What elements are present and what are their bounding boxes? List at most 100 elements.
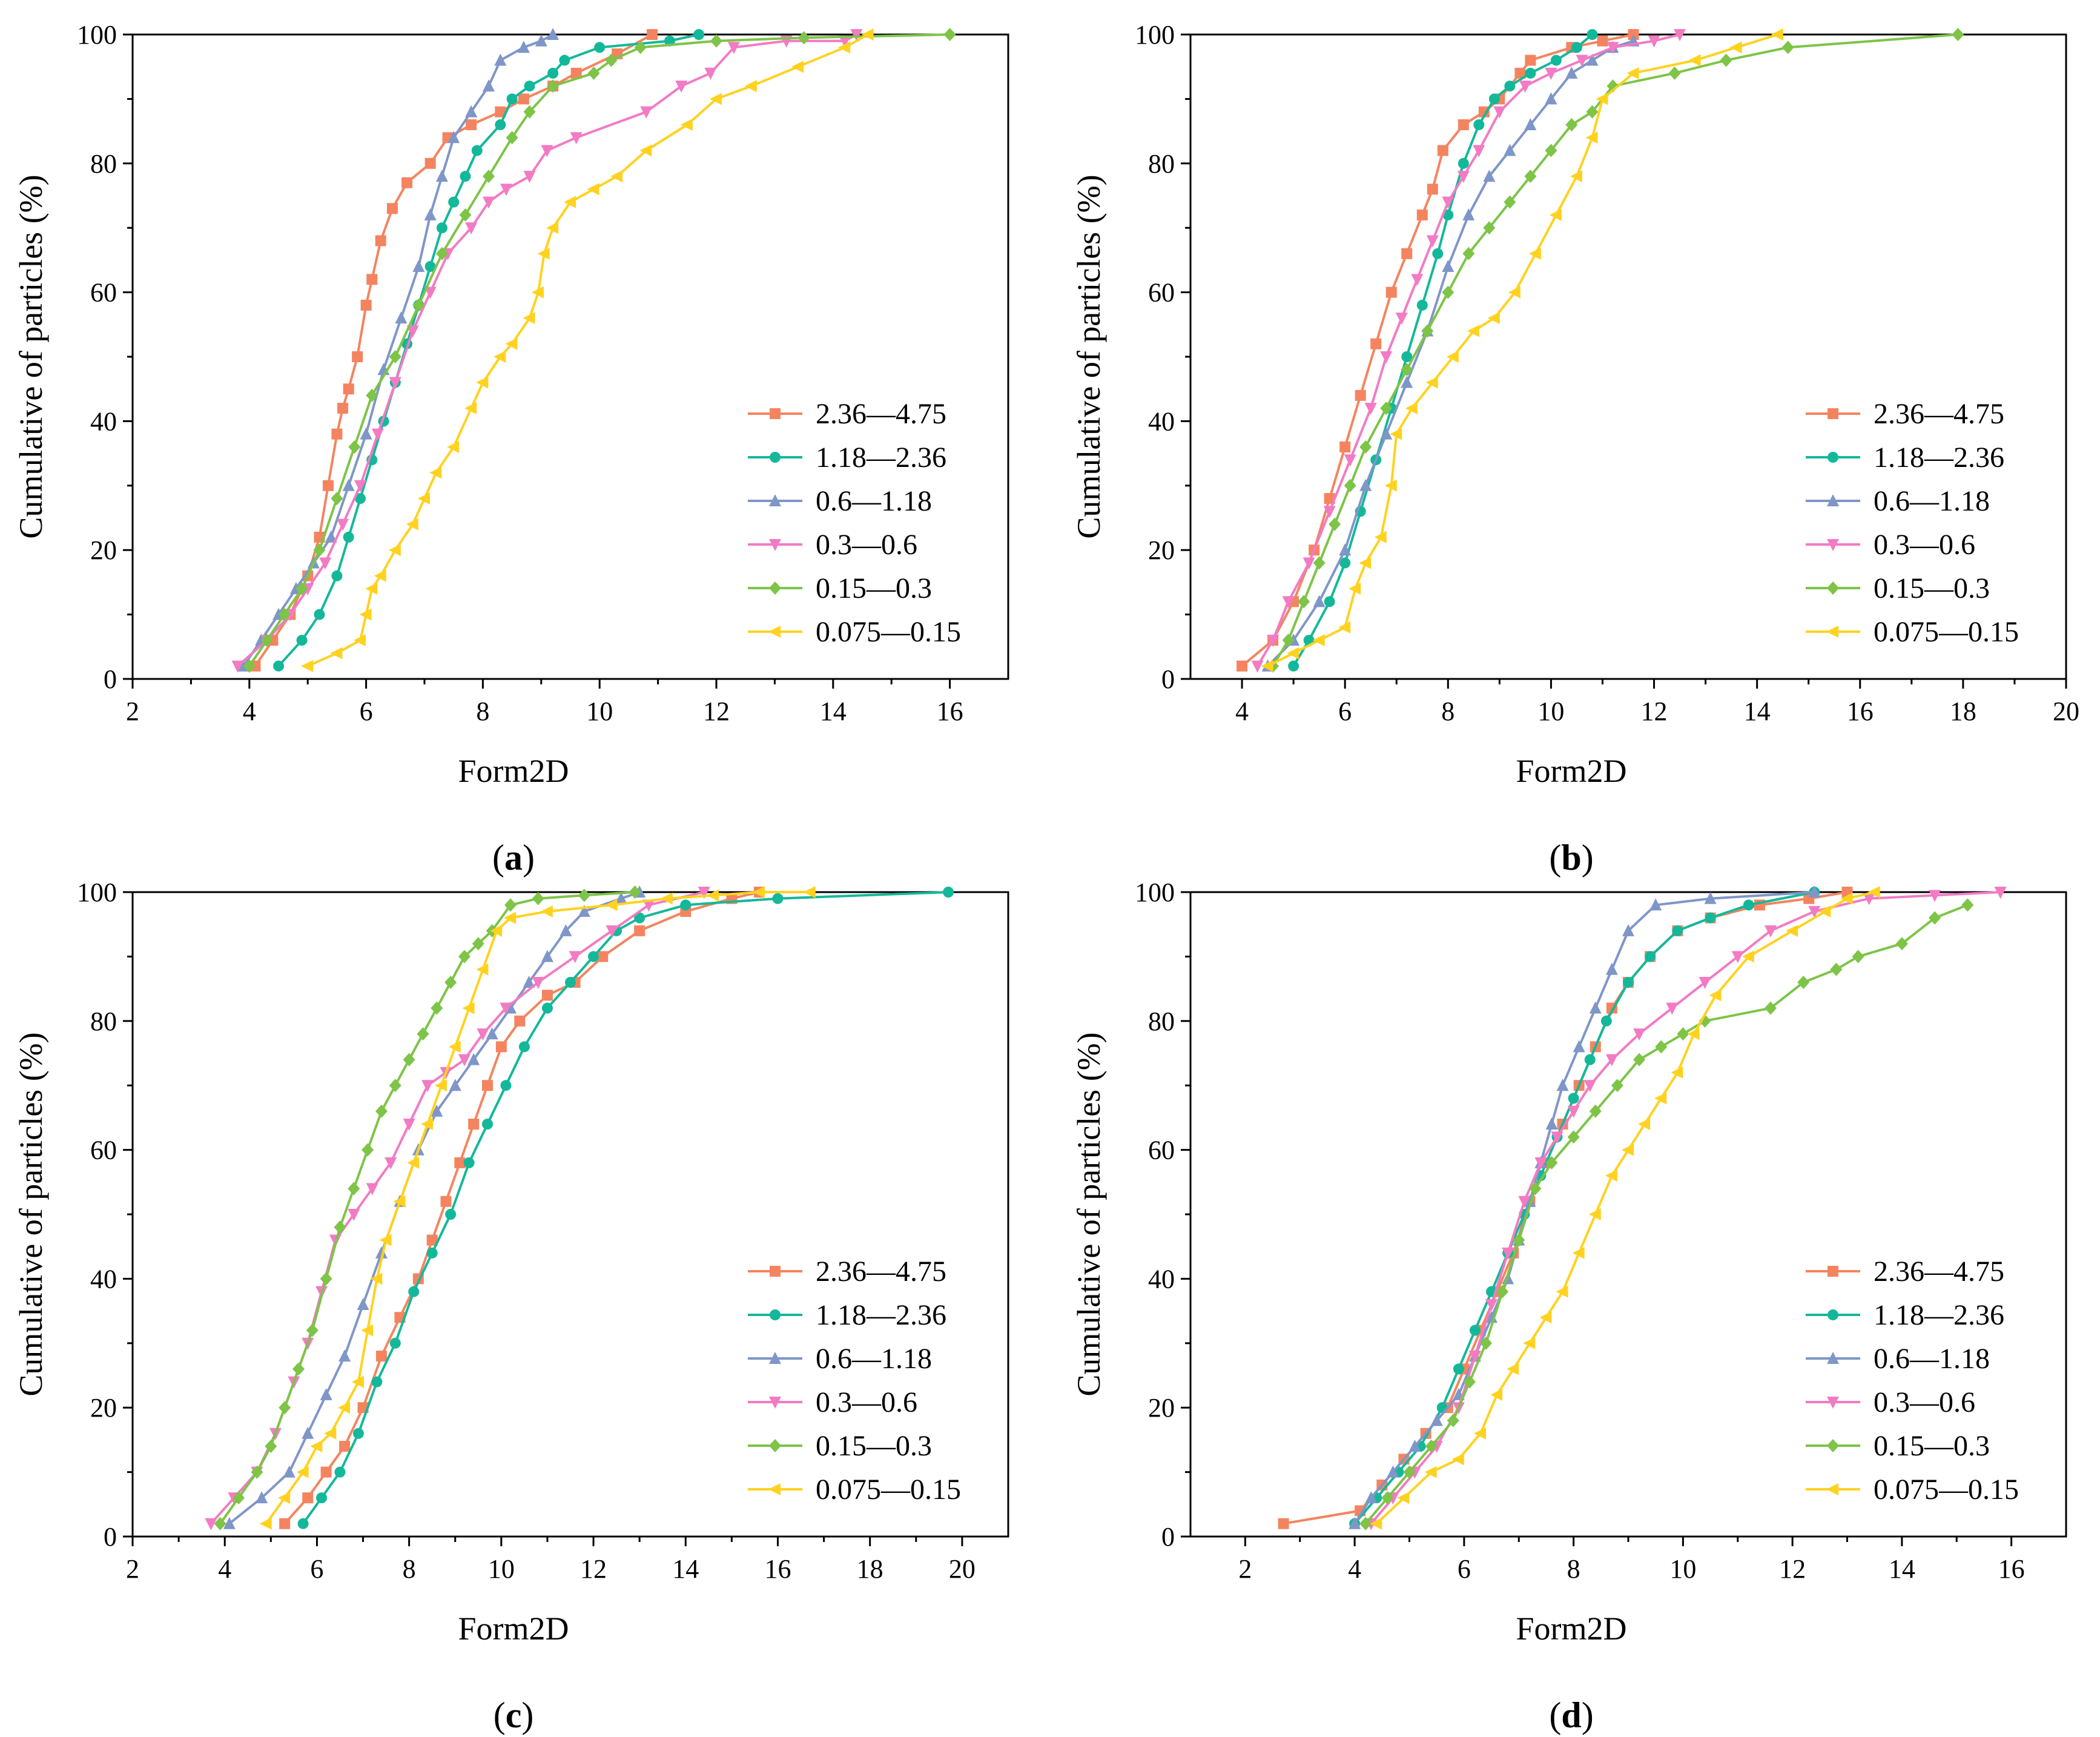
- y-tick-label: 60: [1148, 278, 1175, 308]
- legend-item: 0.075—0.15: [1806, 616, 2019, 648]
- legend-marker: [769, 1397, 781, 1409]
- data-point: [693, 29, 705, 40]
- data-point: [610, 170, 623, 183]
- x-tick-label: 4: [1235, 696, 1249, 726]
- x-axis-title: Form2D: [1516, 1610, 1627, 1647]
- data-point: [339, 1441, 351, 1452]
- data-point: [366, 388, 378, 402]
- legend-label: 0.15—0.3: [816, 572, 932, 604]
- data-point: [1623, 976, 1634, 988]
- data-point: [1488, 93, 1500, 105]
- data-point: [1424, 1466, 1437, 1478]
- series-line: [307, 33, 869, 667]
- data-point: [1648, 35, 1660, 48]
- data-point: [1427, 184, 1438, 195]
- data-point: [1529, 1182, 1542, 1196]
- data-point: [1519, 81, 1531, 93]
- data-point: [1237, 660, 1248, 672]
- data-point: [466, 119, 477, 130]
- y-tick-label: 40: [90, 406, 117, 436]
- series-4: [231, 29, 863, 673]
- data-point: [523, 975, 535, 988]
- data-point: [205, 1518, 217, 1530]
- data-point: [523, 171, 536, 184]
- series-6: [1261, 28, 1783, 672]
- series-3: [223, 885, 646, 1529]
- data-point: [1374, 531, 1387, 543]
- legend-marker: [769, 581, 781, 595]
- data-point: [1359, 440, 1372, 454]
- data-point: [351, 1375, 364, 1388]
- data-point: [1961, 898, 1974, 912]
- data-point: [464, 402, 477, 415]
- y-tick-label: 40: [1148, 406, 1175, 436]
- data-point: [540, 905, 553, 918]
- series-3: [1349, 885, 1821, 1529]
- data-point: [1458, 157, 1469, 169]
- panel-c: 2 4 6 8 10 12 14 16 18 20 0 20 40 60 80 100 Form2D Cumula…: [13, 878, 1009, 1735]
- data-point: [1323, 506, 1336, 518]
- data-point: [541, 950, 553, 962]
- data-point: [1952, 28, 1964, 41]
- y-tick-label: 20: [1148, 1393, 1175, 1423]
- data-point: [343, 531, 354, 543]
- x-tick-label: 14: [1889, 1554, 1915, 1584]
- data-point: [1502, 1247, 1514, 1260]
- data-point: [265, 1440, 277, 1454]
- data-point: [1287, 647, 1299, 660]
- x-tick-label: 16: [764, 1554, 791, 1584]
- data-point: [1442, 209, 1454, 220]
- x-tick-label: 2: [126, 1554, 139, 1584]
- data-point: [1381, 1491, 1394, 1505]
- x-tick-label: 8: [476, 696, 489, 726]
- data-point: [514, 1015, 526, 1027]
- data-point: [1677, 1027, 1689, 1041]
- series-5: [214, 885, 641, 1530]
- data-point: [1364, 403, 1377, 415]
- legend-label: 1.18—2.36: [1874, 442, 2004, 474]
- legend-label: 0.15—0.3: [816, 1430, 932, 1462]
- data-point: [1401, 351, 1413, 362]
- data-point: [1370, 338, 1382, 349]
- data-point: [1597, 35, 1608, 47]
- data-point: [680, 899, 692, 911]
- data-point: [462, 1002, 475, 1014]
- data-point: [1437, 145, 1448, 156]
- data-point: [348, 1209, 360, 1221]
- data-point: [1528, 247, 1541, 260]
- data-point: [518, 93, 529, 105]
- data-point: [1638, 1118, 1651, 1131]
- data-point: [1467, 325, 1479, 337]
- data-point: [361, 1324, 374, 1337]
- data-point: [1583, 1080, 1596, 1093]
- data-point: [389, 377, 401, 389]
- data-point: [1463, 1375, 1476, 1389]
- data-point: [278, 607, 291, 621]
- legend-marker: [1827, 1439, 1839, 1452]
- series-1: [249, 29, 658, 672]
- y-tick-label: 100: [1135, 20, 1175, 50]
- data-point: [357, 1297, 369, 1310]
- legend-item: 0.15—0.3: [748, 1430, 932, 1462]
- data-point: [465, 105, 478, 117]
- data-point: [1312, 634, 1325, 647]
- data-point: [1771, 28, 1783, 41]
- data-point: [943, 887, 954, 898]
- series-6: [1370, 886, 1880, 1530]
- data-point: [440, 1196, 452, 1207]
- data-point: [1545, 92, 1557, 105]
- data-point: [1709, 989, 1722, 1002]
- data-point: [1261, 660, 1273, 672]
- data-point: [1587, 29, 1598, 40]
- data-point: [1267, 635, 1279, 647]
- data-point: [458, 950, 471, 964]
- legend-marker: [770, 452, 781, 463]
- data-point: [1743, 899, 1754, 911]
- data-point: [301, 660, 314, 672]
- legend-item: 0.075—0.15: [748, 1474, 961, 1506]
- legend-marker: [769, 1439, 781, 1452]
- data-point: [476, 963, 489, 976]
- data-point: [1808, 885, 1821, 898]
- data-point: [629, 885, 641, 899]
- x-tick-label: 6: [310, 1554, 323, 1584]
